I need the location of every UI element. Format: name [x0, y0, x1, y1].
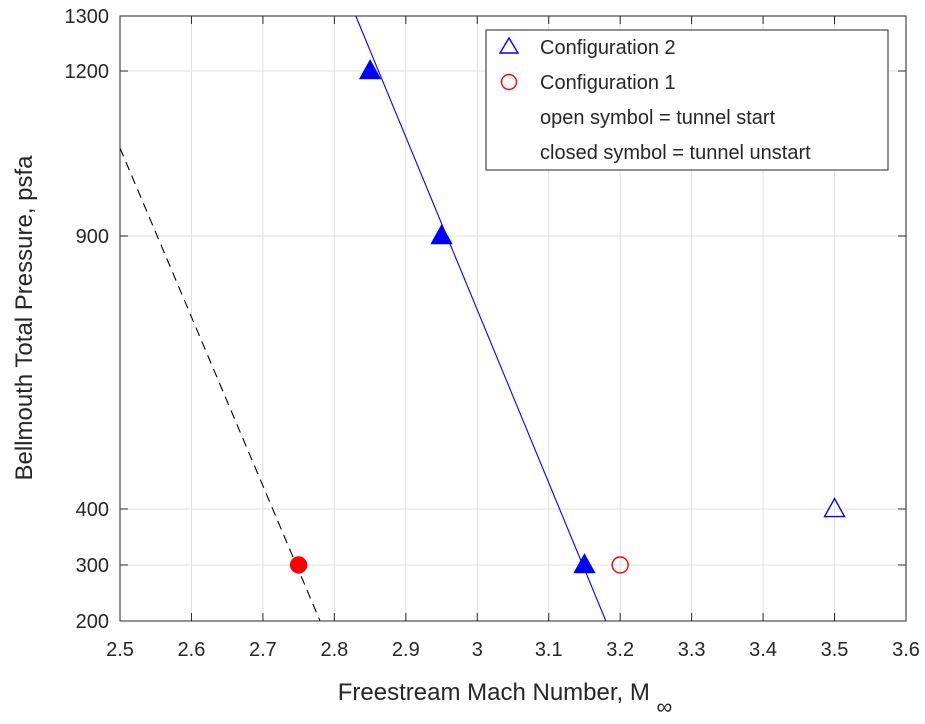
x-tick-label: 2.9	[392, 639, 420, 661]
filled-triangle-marker	[358, 59, 382, 80]
legend-note-closed-symbol: closed symbol = tunnel unstart	[540, 142, 811, 164]
legend: Configuration 2 Configuration 1 open sym…	[485, 29, 889, 171]
x-tick-label: 3.1	[535, 639, 563, 661]
x-tick-label: 3.2	[606, 639, 634, 661]
y-tick-label: 200	[76, 611, 109, 633]
legend-label-configuration-2: Configuration 2	[540, 37, 676, 59]
filled-circle-marker	[289, 556, 308, 574]
x-axis-label: Freestream Mach Number, M ∞	[338, 679, 672, 719]
y-tick-label: 1200	[65, 61, 110, 83]
open-circle-marker	[611, 556, 629, 574]
x-tick-label: 3	[472, 639, 483, 661]
black-dashed-line	[119, 147, 321, 622]
lines-layer	[119, 15, 607, 622]
x-tick-label: 2.5	[106, 639, 134, 661]
y-tick-label: 300	[76, 555, 109, 577]
x-tick-label: 3.6	[892, 639, 920, 661]
legend-label-configuration-1: Configuration 1	[540, 72, 676, 94]
x-axis-label-main: Freestream Mach Number, M	[338, 679, 650, 706]
blue-fit-line	[355, 15, 607, 622]
filled-triangle-marker	[430, 224, 453, 245]
legend-triangle-icon	[498, 36, 520, 54]
markers-layer	[289, 59, 846, 574]
x-axis-label-subscript: ∞	[657, 694, 673, 719]
x-tick-label: 3.5	[821, 639, 849, 661]
x-tick-label: 3.4	[749, 639, 777, 661]
y-tick-label: 400	[76, 499, 109, 521]
filled-triangle-marker	[573, 553, 596, 574]
open-triangle-marker	[823, 497, 846, 518]
x-tick-label: 3.3	[678, 639, 706, 661]
y-tick-label: 1300	[65, 6, 110, 28]
y-axis-label: Bellmouth Total Pressure, psfa	[11, 155, 38, 481]
legend-box	[485, 29, 889, 171]
plot-frame	[119, 15, 907, 622]
x-tick-label: 2.8	[320, 639, 348, 661]
legend-note-open-symbol: open symbol = tunnel start	[540, 107, 776, 129]
x-tick-label: 2.7	[249, 639, 277, 661]
ticks-layer: 2.5 2.6 2.7 2.8 2.9 3 3.1 3.2 3.3 3.4 3.5 3.6 200 300…	[65, 6, 920, 661]
legend-circle-icon	[500, 73, 518, 91]
y-tick-label: 900	[76, 226, 109, 248]
x-tick-label: 2.6	[178, 639, 206, 661]
